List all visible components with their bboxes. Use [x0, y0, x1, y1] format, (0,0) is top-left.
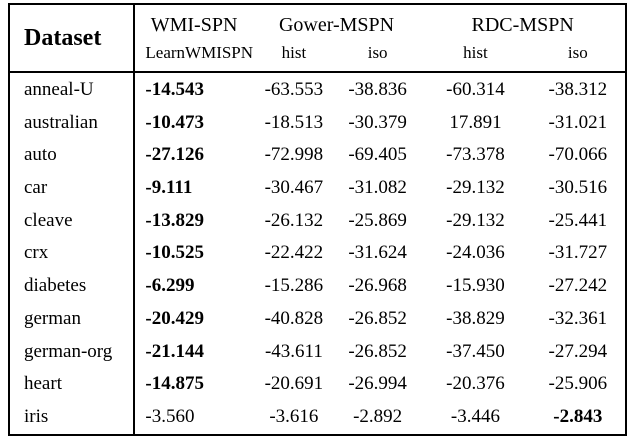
value-cell: -15.286 — [264, 275, 324, 297]
value-cell: -73.378 — [446, 144, 505, 166]
value-cell: -26.852 — [348, 340, 407, 362]
value-cell: -26.994 — [348, 373, 407, 395]
table-row: australian -10.473 -18.513 -30.379 17.891 -31… — [9, 106, 626, 139]
table-row: car -9.111 -30.467 -31.082 -29.132 -30.516 — [9, 171, 626, 205]
results-table: Dataset WMI-SPN Gower-MSPN RDC-MSPN Lear… — [8, 3, 627, 436]
table-row: german -20.429 -40.828 -26.852 -38.829 -32.36… — [9, 302, 626, 336]
group-header-rdc-mspn: RDC-MSPN — [471, 14, 574, 36]
dataset-cell: auto — [9, 138, 136, 172]
value-cell: -40.828 — [264, 307, 324, 329]
dataset-cell: cleave — [9, 204, 136, 238]
value-cell: -3.560 — [145, 406, 195, 428]
value-cell: -20.429 — [145, 307, 204, 329]
dataset-cell: car — [9, 171, 136, 205]
table-row: heart -14.875 -20.691 -26.994 -20.376 -25.906 — [9, 367, 626, 401]
value-cell: -29.132 — [446, 177, 505, 198]
value-cell: -6.299 — [145, 275, 195, 297]
value-cell: -20.376 — [446, 373, 505, 395]
sub-header-rdc-iso: iso — [530, 40, 626, 73]
table-row: german-org -21.144 -43.611 -26.852 -37.450 -2… — [9, 335, 626, 368]
value-cell: -2.843 — [553, 406, 603, 428]
value-cell: -30.467 — [264, 177, 324, 198]
value-cell: -25.441 — [548, 209, 608, 231]
table-row: diabetes -6.299 -15.286 -26.968 -15.930 -27.2… — [9, 269, 626, 303]
table-row: anneal-U -14.543 -63.553 -38.836 -60.314 -38.… — [9, 72, 626, 107]
value-cell: -20.691 — [264, 373, 324, 395]
table-row: crx -10.525 -22.422 -31.624 -24.036 -31.727 — [9, 237, 626, 270]
value-cell: -70.066 — [548, 144, 608, 166]
value-cell: -32.361 — [548, 307, 608, 329]
value-cell: -31.082 — [348, 177, 407, 198]
dataset-cell: crx — [9, 237, 136, 270]
value-cell: -13.829 — [145, 209, 204, 231]
dataset-cell: diabetes — [9, 269, 136, 303]
value-cell: -38.836 — [348, 78, 407, 100]
value-cell: -69.405 — [348, 144, 407, 166]
table-row: iris -3.560 -3.616 -2.892 -3.446 -2.843 — [9, 400, 626, 435]
value-cell: -10.525 — [145, 242, 204, 264]
value-cell: -27.294 — [548, 340, 608, 362]
value-cell: -3.616 — [269, 406, 319, 428]
value-cell: -9.111 — [145, 177, 193, 198]
value-cell: -43.611 — [264, 340, 323, 362]
value-cell: -27.126 — [145, 144, 204, 166]
table-body: anneal-U -14.543 -63.553 -38.836 -60.314 -38.… — [9, 72, 626, 435]
value-cell: -26.968 — [348, 275, 407, 297]
value-cell: -38.312 — [548, 78, 608, 100]
value-cell: 17.891 — [449, 111, 502, 133]
value-cell: -25.869 — [348, 209, 407, 231]
dataset-cell: german-org — [9, 335, 136, 368]
value-cell: -3.446 — [450, 406, 500, 428]
value-cell: -10.473 — [145, 111, 204, 133]
value-cell: -60.314 — [446, 78, 505, 100]
value-cell: -72.998 — [264, 144, 324, 166]
value-cell: -31.021 — [548, 111, 608, 133]
value-cell: -30.379 — [348, 111, 407, 133]
dataset-cell: german — [9, 302, 136, 336]
sub-header-gower-iso: iso — [335, 40, 421, 73]
value-cell: -26.852 — [348, 307, 407, 329]
dataset-cell: iris — [9, 400, 136, 435]
table-row: auto -27.126 -72.998 -69.405 -73.378 -70.066 — [9, 138, 626, 172]
value-cell: -26.132 — [264, 209, 324, 231]
dataset-cell: australian — [9, 106, 136, 139]
value-cell: -37.450 — [446, 340, 505, 362]
group-header-wmi-spn: WMI-SPN — [150, 14, 238, 36]
sub-header-rdc-hist: hist — [420, 40, 531, 73]
table-row: cleave -13.829 -26.132 -25.869 -29.132 -25.44… — [9, 204, 626, 238]
sub-header-row: LearnWMISPN hist iso hist iso — [9, 40, 626, 73]
value-cell: -27.242 — [548, 275, 608, 297]
value-cell: -63.553 — [264, 78, 324, 100]
group-header-row: Dataset WMI-SPN Gower-MSPN RDC-MSPN — [9, 4, 626, 73]
dataset-cell: anneal-U — [9, 72, 136, 107]
value-cell: -14.875 — [145, 373, 204, 395]
value-cell: -25.906 — [548, 373, 608, 395]
value-cell: -38.829 — [446, 307, 505, 329]
value-cell: -15.930 — [446, 275, 505, 297]
sub-header-learnwmispn: LearnWMISPN — [134, 40, 253, 73]
dataset-cell: heart — [9, 367, 136, 401]
value-cell: -2.892 — [353, 406, 403, 428]
group-header-gower-mspn: Gower-MSPN — [278, 14, 395, 36]
table-header: Dataset WMI-SPN Gower-MSPN RDC-MSPN Lear… — [9, 4, 626, 73]
sub-header-gower-hist: hist — [252, 40, 336, 73]
value-cell: -24.036 — [446, 242, 505, 264]
value-cell: -29.132 — [446, 209, 505, 231]
value-cell: -21.144 — [145, 340, 204, 362]
column-header-dataset: Dataset — [9, 4, 136, 73]
value-cell: -22.422 — [264, 242, 324, 264]
value-cell: -30.516 — [548, 177, 608, 198]
value-cell: -31.624 — [348, 242, 407, 264]
value-cell: -18.513 — [264, 111, 324, 133]
value-cell: -14.543 — [145, 78, 204, 100]
value-cell: -31.727 — [548, 242, 608, 264]
